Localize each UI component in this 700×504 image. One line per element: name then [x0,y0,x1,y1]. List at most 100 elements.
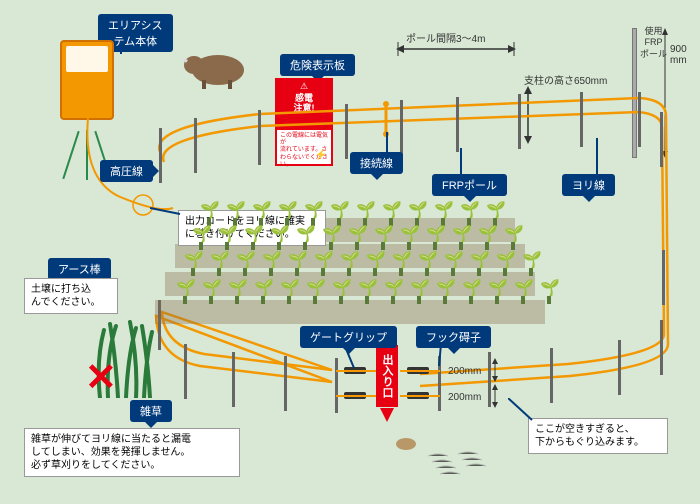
gate-wire [336,395,376,397]
crop-plant [226,202,244,226]
crop-plant [496,252,514,276]
crop-plant [522,252,540,276]
x-mark-icon: ✕ [85,355,117,400]
entrance-arrow-down [380,406,394,422]
crop-plant [278,202,296,226]
fence-pole [184,344,187,399]
fence-pole [618,340,621,395]
energizer-unit [60,40,114,120]
gap-arrows [490,358,500,408]
small-animals [388,426,508,486]
fence-pole [662,250,665,305]
crop-plant [392,252,410,276]
yorisen-label: ヨリ線 [562,174,615,196]
fence-pole [456,97,459,152]
fence-pole [284,356,287,411]
crop-plant [262,252,280,276]
crop-plant [486,202,504,226]
crop-plant [314,252,332,276]
gap-200-a: 200mm [448,366,481,377]
crop-plant [408,202,426,226]
crop-plant [374,226,392,250]
gap-note: ここが空きすぎると、 下からもぐり込みます。 [528,418,668,454]
crop-plant [426,226,444,250]
gate-wire [336,370,376,372]
gate-wire [400,395,440,397]
crop-plant [184,252,202,276]
fence-pole [660,320,663,375]
fence-pole [638,92,641,147]
boar-illustration [180,40,250,90]
crop-plant [296,226,314,250]
fence-pole [550,348,553,403]
crop-plant [478,226,496,250]
crop-plant [434,202,452,226]
crop-plant [244,226,262,250]
crop-plant [348,226,366,250]
crop-plant [400,226,418,250]
fence-pole [232,352,235,407]
weeds-label: 雑草 [130,400,172,422]
earth-note: 土壌に打ち込 んでください。 [24,278,118,314]
leader-line [120,44,122,54]
frp-pole-label: FRPポール [432,174,507,196]
crop-plant [444,252,462,276]
hook-insulator-label: フック碍子 [416,326,491,348]
crop-plant [192,226,210,250]
gap-200-b: 200mm [448,392,481,403]
entrance-badge: 出入り口 [376,345,398,407]
crop-plant [436,280,454,304]
crop-plant [304,202,322,226]
leader-line [436,344,446,366]
crop-plant [280,280,298,304]
crop-plant [218,226,236,250]
earth-rod-label: アース棒 [48,258,111,280]
fence-pole [580,92,583,147]
fence-pole [518,94,521,149]
crop-plant [504,226,522,250]
leader-line [508,398,534,422]
leader-line [386,132,388,154]
danger-plate-label: 危険表示板 [280,54,355,76]
fence-pole [194,118,197,173]
gate-wire [400,370,440,372]
crop-plant [470,252,488,276]
crop-plant [418,252,436,276]
crop-plant [270,226,288,250]
crop-plant [366,252,384,276]
fence-pole [400,100,403,155]
crop-plant [462,280,480,304]
crop-plant [540,280,558,304]
fence-pole [660,112,663,167]
crop-plant [176,280,194,304]
crop-plant [288,252,306,276]
leader-line [456,148,466,176]
hv-wire-label: 高圧線 [100,160,153,182]
crop-plant [382,202,400,226]
crop-plant [356,202,374,226]
leader-line [340,344,356,368]
crop-plant [330,202,348,226]
conn-wire-label: 接続線 [350,152,403,174]
crop-plant [200,202,218,226]
crop-plant [514,280,532,304]
crop-plant [252,202,270,226]
crop-plant [202,280,220,304]
crop-plant [452,226,470,250]
fence-pole [345,104,348,159]
crop-plant [322,226,340,250]
pole-height-label: 支柱の高さ650mm [524,72,607,87]
crop-plant [332,280,350,304]
crop-plant [254,280,272,304]
crop-plant [306,280,324,304]
pole-gap-arrow [396,42,516,56]
fence-pole [258,110,261,165]
crop-plant [410,280,428,304]
crop-plant [210,252,228,276]
weeds-note: 雑草が伸びてヨリ線に当たると漏電 してしまい、効果を発揮しません。 必ず草刈りを… [24,428,240,477]
crop-plant [236,252,254,276]
crop-plant [460,202,478,226]
crop-plant [384,280,402,304]
fence-pole [335,358,338,413]
crop-plant [228,280,246,304]
